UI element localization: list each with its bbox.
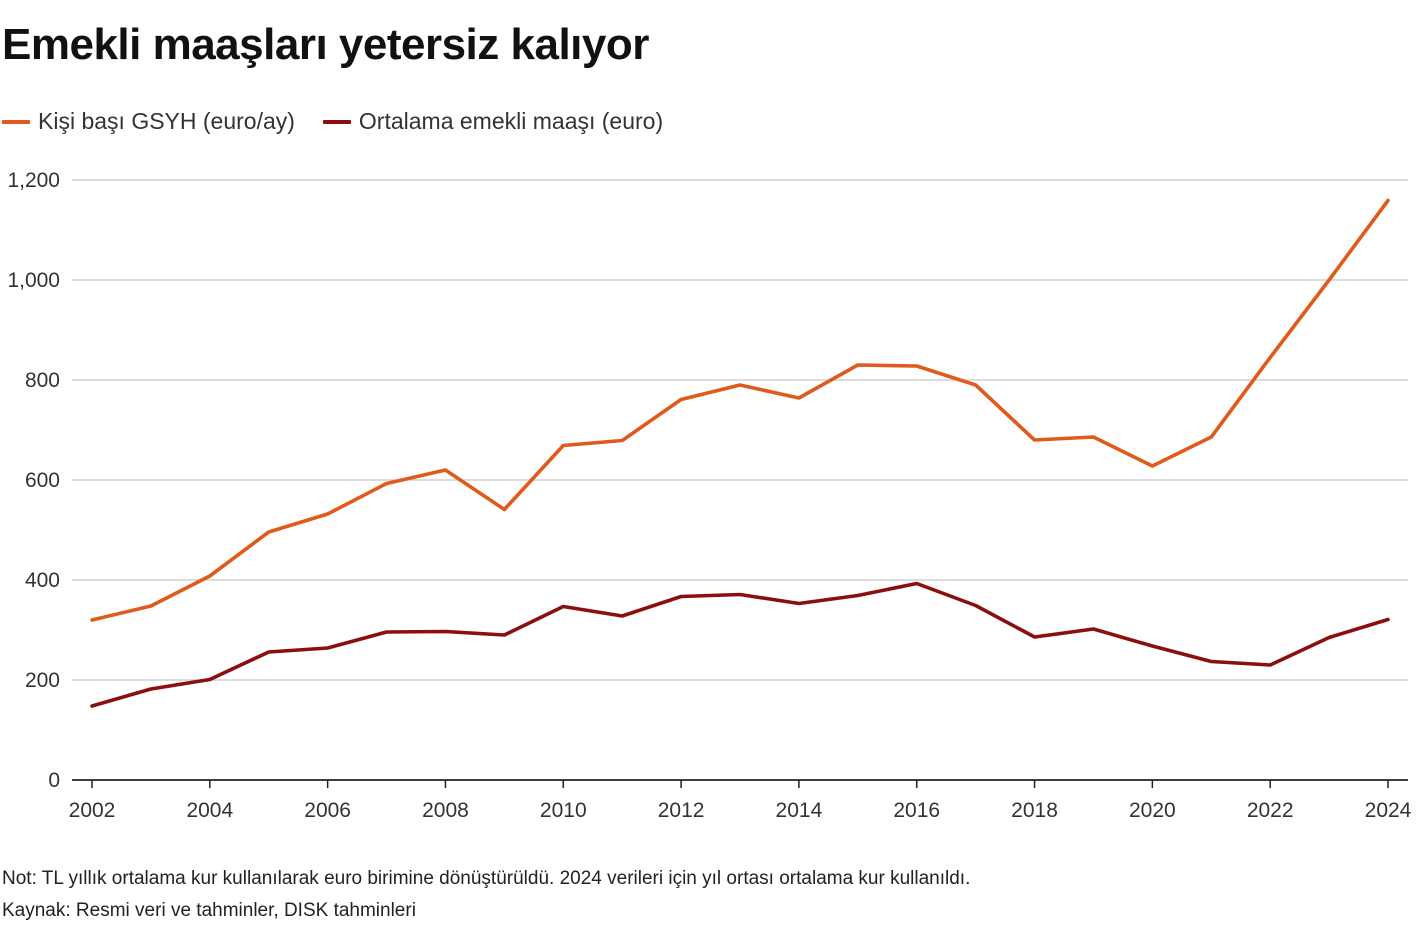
x-tick-label: 2010 [540,799,587,822]
y-tick-label: 1,200 [7,169,60,192]
x-tick-label: 2008 [422,799,469,822]
x-tick-label: 2020 [1129,799,1176,822]
chart-title: Emekli maaşları yetersiz kalıyor [2,20,649,69]
y-tick-label: 200 [25,669,60,692]
chart-note: Not: TL yıllık ortalama kur kullanılarak… [2,868,971,889]
chart-legend: Kişi başı GSYH (euro/ay) Ortalama emekli… [2,108,663,135]
x-tick-label: 2012 [658,799,705,822]
x-tick-label: 2006 [304,799,351,822]
x-tick-label: 2004 [186,799,233,822]
series-lines [90,198,1390,708]
x-tick-label: 2016 [893,799,940,822]
x-tick-label: 2018 [1011,799,1058,822]
gridlines [72,179,1408,681]
y-tick-label: 1,000 [7,269,60,292]
legend-swatch-pension [322,119,351,124]
y-axis-labels: 0 200 400 600 800 1,000 1,200 [7,169,60,792]
y-tick-label: 800 [25,369,60,392]
x-tick-label: 2024 [1365,799,1412,822]
x-axis: 2002 2004 2006 2008 2010 2012 2014 2016 2018 2020… [69,779,1412,822]
chart-source: Kaynak: Resmi veri ve tahminler, DISK ta… [2,900,416,921]
x-tick-label: 2022 [1247,799,1294,822]
legend-item-pension: Ortalama emekli maaşı (euro) [322,108,664,135]
legend-label-pension: Ortalama emekli maaşı (euro) [358,108,664,134]
legend-item-gdp: Kişi başı GSYH (euro/ay) [2,108,295,135]
y-tick-label: 0 [48,769,60,792]
legend-swatch-gdp [2,119,30,124]
y-tick-label: 600 [25,469,60,492]
series-line-average-pension [90,581,1390,708]
legend-label-gdp: Kişi başı GSYH (euro/ay) [38,108,295,134]
y-tick-label: 400 [25,569,60,592]
series-line-gdp-per-capita [90,198,1390,622]
x-tick-label: 2014 [776,799,823,822]
x-tick-label: 2002 [69,799,116,822]
